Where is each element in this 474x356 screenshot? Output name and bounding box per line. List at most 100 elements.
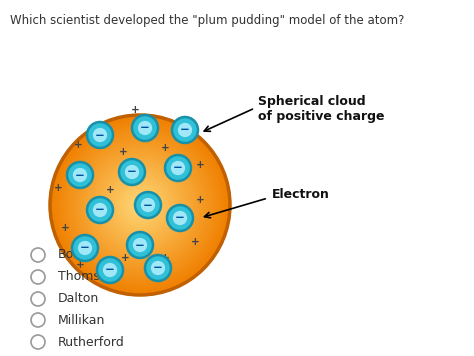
Ellipse shape bbox=[50, 115, 230, 295]
Ellipse shape bbox=[91, 156, 190, 255]
Text: +: + bbox=[54, 183, 63, 193]
Ellipse shape bbox=[82, 147, 199, 263]
Ellipse shape bbox=[136, 200, 145, 209]
Circle shape bbox=[119, 159, 145, 185]
Ellipse shape bbox=[59, 124, 221, 286]
Ellipse shape bbox=[122, 187, 158, 223]
Ellipse shape bbox=[84, 149, 196, 261]
Text: +: + bbox=[76, 260, 84, 270]
Ellipse shape bbox=[104, 169, 176, 241]
Circle shape bbox=[178, 123, 192, 137]
Circle shape bbox=[167, 205, 193, 231]
Circle shape bbox=[138, 121, 152, 135]
Ellipse shape bbox=[97, 162, 183, 248]
Circle shape bbox=[165, 155, 191, 181]
Circle shape bbox=[93, 203, 107, 217]
Ellipse shape bbox=[70, 135, 210, 275]
Text: +: + bbox=[73, 140, 82, 150]
Ellipse shape bbox=[52, 117, 228, 293]
Circle shape bbox=[97, 257, 123, 283]
Text: −: − bbox=[95, 204, 105, 216]
Ellipse shape bbox=[95, 160, 185, 250]
Text: +: + bbox=[191, 237, 200, 247]
Ellipse shape bbox=[93, 158, 187, 252]
Ellipse shape bbox=[61, 126, 219, 284]
Circle shape bbox=[73, 168, 87, 182]
Text: +: + bbox=[106, 185, 114, 195]
Ellipse shape bbox=[109, 173, 172, 236]
Ellipse shape bbox=[57, 122, 223, 288]
Ellipse shape bbox=[55, 120, 226, 290]
Ellipse shape bbox=[127, 192, 154, 219]
Text: +: + bbox=[196, 195, 204, 205]
Text: −: − bbox=[180, 124, 190, 136]
Text: Millikan: Millikan bbox=[58, 314, 105, 326]
Text: Dalton: Dalton bbox=[58, 293, 99, 305]
Circle shape bbox=[87, 122, 113, 148]
Circle shape bbox=[172, 117, 198, 143]
Ellipse shape bbox=[113, 178, 167, 232]
Circle shape bbox=[78, 241, 92, 255]
Text: Thomson: Thomson bbox=[58, 271, 115, 283]
Text: −: − bbox=[175, 211, 185, 225]
Ellipse shape bbox=[120, 185, 160, 225]
Text: +: + bbox=[161, 143, 169, 153]
Text: Spherical cloud
of positive charge: Spherical cloud of positive charge bbox=[258, 95, 384, 123]
Text: −: − bbox=[127, 166, 137, 178]
Ellipse shape bbox=[102, 167, 178, 243]
Circle shape bbox=[173, 211, 187, 225]
Ellipse shape bbox=[115, 180, 165, 230]
Circle shape bbox=[135, 192, 161, 218]
Text: −: − bbox=[135, 239, 145, 251]
Ellipse shape bbox=[66, 131, 214, 279]
Text: −: − bbox=[140, 121, 150, 135]
Circle shape bbox=[133, 238, 147, 252]
Ellipse shape bbox=[73, 137, 208, 272]
Text: +: + bbox=[196, 160, 204, 170]
Circle shape bbox=[151, 261, 165, 275]
Ellipse shape bbox=[124, 189, 156, 221]
Text: +: + bbox=[131, 105, 139, 115]
Text: Rutherford: Rutherford bbox=[58, 335, 125, 349]
Ellipse shape bbox=[118, 183, 163, 227]
Ellipse shape bbox=[64, 129, 217, 282]
Ellipse shape bbox=[77, 142, 203, 268]
Circle shape bbox=[171, 161, 185, 175]
Circle shape bbox=[132, 115, 158, 141]
Ellipse shape bbox=[133, 198, 147, 212]
Text: +: + bbox=[118, 147, 128, 157]
Ellipse shape bbox=[129, 194, 151, 216]
Ellipse shape bbox=[75, 140, 205, 270]
Circle shape bbox=[145, 255, 171, 281]
Text: −: − bbox=[153, 262, 163, 274]
Ellipse shape bbox=[111, 176, 169, 234]
Text: Electron: Electron bbox=[272, 188, 330, 201]
Text: +: + bbox=[61, 223, 69, 233]
Ellipse shape bbox=[68, 133, 212, 277]
Text: −: − bbox=[95, 129, 105, 141]
Ellipse shape bbox=[138, 203, 142, 207]
Ellipse shape bbox=[79, 144, 201, 266]
Ellipse shape bbox=[100, 164, 181, 246]
Circle shape bbox=[125, 165, 139, 179]
Text: −: − bbox=[75, 168, 85, 182]
Circle shape bbox=[87, 197, 113, 223]
Text: Bohr: Bohr bbox=[58, 248, 87, 262]
Circle shape bbox=[67, 162, 93, 188]
Circle shape bbox=[127, 232, 153, 258]
Text: −: − bbox=[80, 241, 90, 255]
Text: −: − bbox=[105, 263, 115, 277]
Ellipse shape bbox=[106, 171, 174, 239]
Text: +: + bbox=[120, 253, 129, 263]
Circle shape bbox=[93, 128, 107, 142]
Circle shape bbox=[103, 263, 117, 277]
Text: Which scientist developed the "plum pudding" model of the atom?: Which scientist developed the "plum pudd… bbox=[10, 14, 404, 27]
Ellipse shape bbox=[131, 196, 149, 214]
Ellipse shape bbox=[88, 153, 192, 257]
Circle shape bbox=[141, 198, 155, 212]
Text: −: − bbox=[143, 199, 153, 211]
Text: −: − bbox=[173, 162, 183, 174]
Text: +: + bbox=[161, 253, 169, 263]
Text: +: + bbox=[181, 130, 190, 140]
Ellipse shape bbox=[86, 151, 194, 259]
